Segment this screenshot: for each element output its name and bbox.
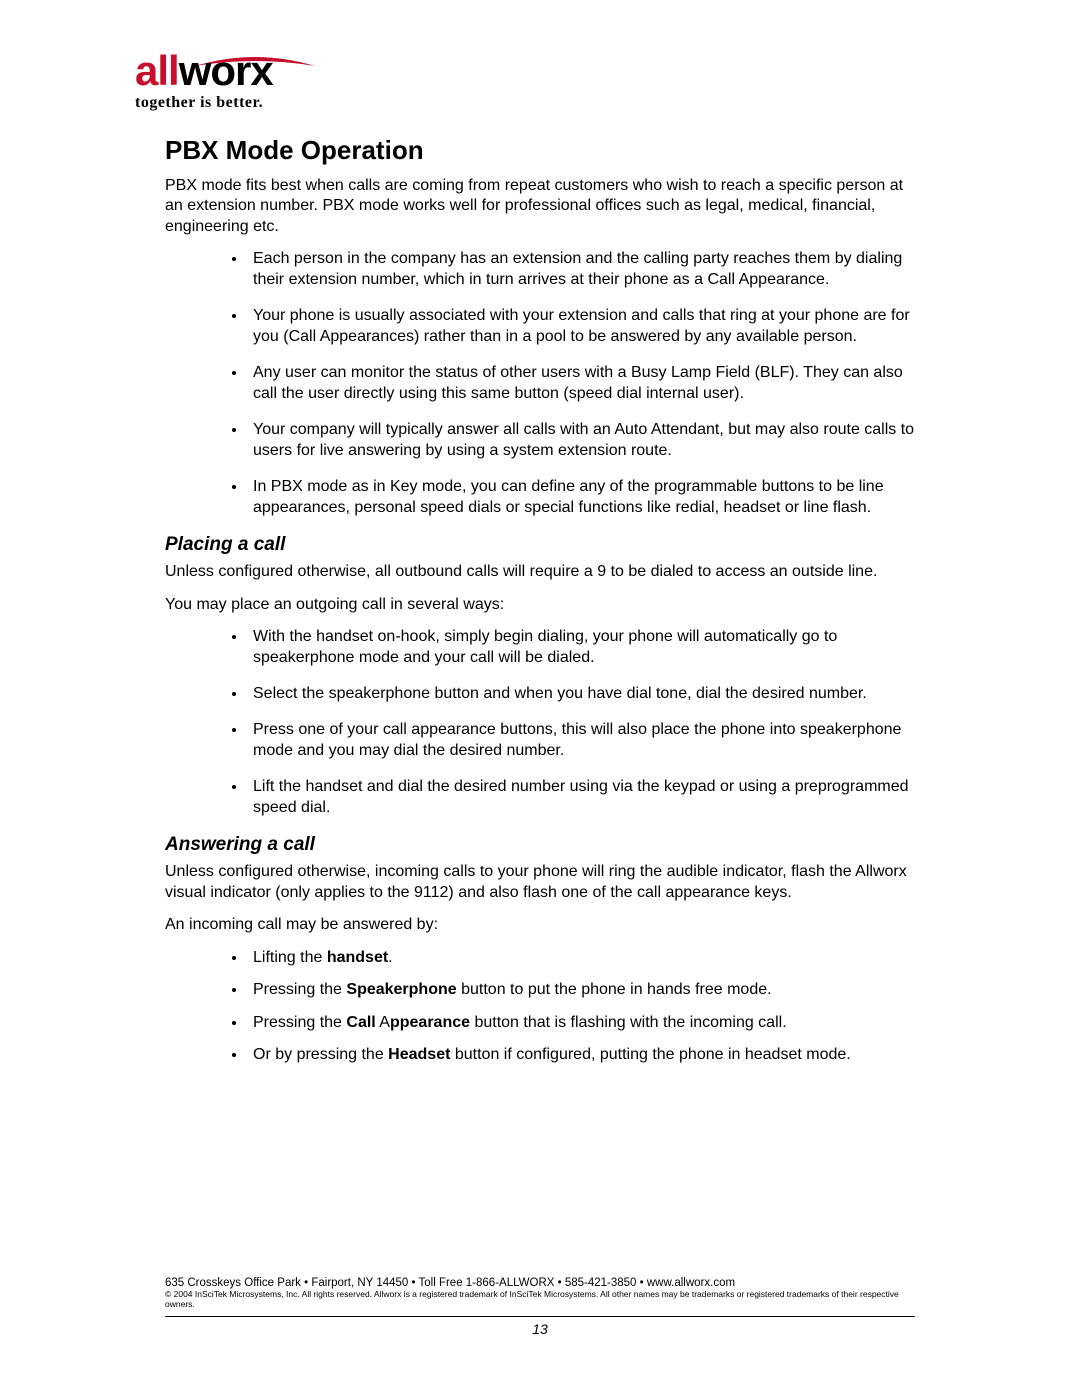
logo-part-worx: worx — [179, 47, 273, 94]
list-item: Select the speakerphone button and when … — [247, 684, 915, 704]
answering-heading: Answering a call — [165, 834, 915, 856]
page-content: PBX Mode Operation PBX mode fits best wh… — [165, 135, 915, 1080]
list-item: In PBX mode as in Key mode, you can defi… — [247, 477, 915, 518]
footer-legal: © 2004 InSciTek Microsystems, Inc. All r… — [165, 1290, 915, 1310]
placing-p1: Unless configured otherwise, all outboun… — [165, 562, 915, 582]
logo-tagline: together is better. — [135, 94, 273, 112]
page-number: 13 — [165, 1321, 915, 1337]
intro-paragraph: PBX mode fits best when calls are coming… — [165, 176, 915, 237]
page-footer: 635 Crosskeys Office Park • Fairport, NY… — [165, 1277, 915, 1337]
list-item: Pressing the Speakerphone button to put … — [247, 980, 915, 1000]
main-bullet-list: Each person in the company has an extens… — [165, 249, 915, 518]
list-item: Pressing the Call Appearance button that… — [247, 1013, 915, 1033]
footer-address: 635 Crosskeys Office Park • Fairport, NY… — [165, 1277, 915, 1291]
answering-p2: An incoming call may be answered by: — [165, 915, 915, 935]
list-item: Your company will typically answer all c… — [247, 420, 915, 461]
list-item: Lift the handset and dial the desired nu… — [247, 777, 915, 818]
logo-wordmark: allworx — [135, 50, 273, 92]
page-title: PBX Mode Operation — [165, 135, 915, 166]
list-item: Or by pressing the Headset button if con… — [247, 1045, 915, 1065]
list-item: With the handset on-hook, simply begin d… — [247, 627, 915, 668]
logo-part-all: all — [135, 47, 179, 94]
document-page: allworx together is better. PBX Mode Ope… — [0, 0, 1080, 1397]
answering-bullet-list: Lifting the handset. Pressing the Speake… — [165, 948, 915, 1066]
footer-rule — [165, 1316, 915, 1317]
list-item: Press one of your call appearance button… — [247, 720, 915, 761]
placing-bullet-list: With the handset on-hook, simply begin d… — [165, 627, 915, 818]
list-item: Any user can monitor the status of other… — [247, 363, 915, 404]
answering-p1: Unless configured otherwise, incoming ca… — [165, 862, 915, 903]
list-item: Each person in the company has an extens… — [247, 249, 915, 290]
placing-heading: Placing a call — [165, 534, 915, 556]
placing-p2: You may place an outgoing call in severa… — [165, 595, 915, 615]
list-item: Your phone is usually associated with yo… — [247, 306, 915, 347]
list-item: Lifting the handset. — [247, 948, 915, 968]
brand-logo: allworx together is better. — [135, 50, 273, 112]
